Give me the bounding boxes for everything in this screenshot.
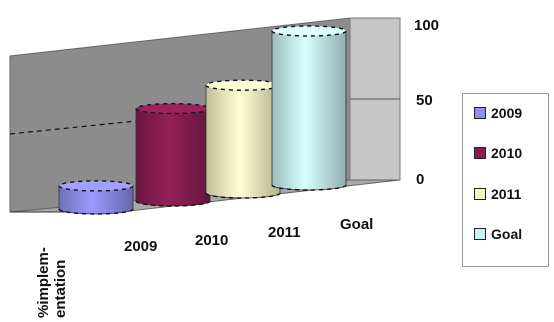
depth-label: 2011 (268, 224, 301, 241)
legend-label: 2010 (491, 145, 523, 161)
legend-swatch (474, 228, 486, 240)
y-tick-label: 100 (414, 17, 439, 34)
legend-label: 2009 (491, 105, 523, 121)
legend-swatch (474, 147, 486, 159)
legend-item: 2010 (474, 144, 522, 162)
chart-bars (58, 25, 347, 215)
bar-top-2009 (58, 180, 134, 192)
category-label-line2: entation (52, 260, 69, 318)
bar-Goal (271, 30, 347, 191)
legend: 2009 2010 2011 Goal (462, 93, 549, 267)
legend-swatch (474, 188, 486, 200)
legend-label: 2011 (491, 186, 522, 202)
y-tick-label: 50 (416, 92, 433, 109)
legend-item: 2011 (474, 185, 521, 203)
category-label-line1: %implem- (35, 247, 52, 318)
legend-label: Goal (491, 226, 523, 242)
gridline-50 (9, 98, 351, 135)
bar-top-2010 (135, 102, 211, 115)
legend-item: 2009 (474, 104, 522, 122)
depth-label: Goal (340, 216, 373, 233)
bar-top-2011 (205, 79, 281, 91)
legend-item: Goal (474, 225, 522, 243)
legend-swatch (474, 107, 486, 119)
bar-2010 (135, 108, 211, 207)
bar-top-Goal (271, 25, 347, 37)
bar-2011 (205, 84, 281, 199)
depth-label: 2009 (124, 238, 157, 255)
depth-label: 2010 (195, 232, 228, 249)
category-label: %implem- entation (35, 247, 69, 318)
y-tick-label: 0 (416, 171, 424, 188)
